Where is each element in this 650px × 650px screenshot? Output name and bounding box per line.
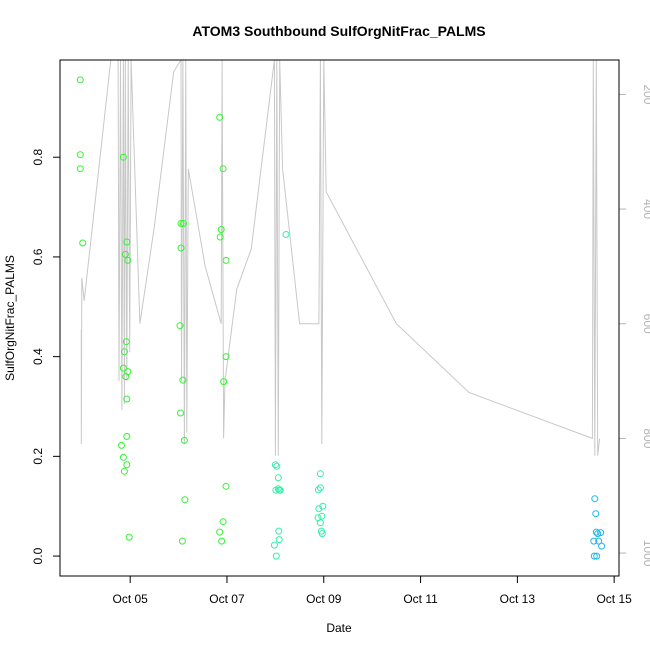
- x-tick-label: Oct 05: [112, 592, 148, 606]
- data-point: [592, 528, 600, 536]
- data-point: [121, 250, 129, 258]
- data-point: [274, 474, 282, 482]
- data-point: [76, 151, 84, 159]
- data-point: [76, 165, 84, 173]
- data-point: [120, 467, 128, 475]
- y-tick-label: 0.6: [31, 248, 45, 265]
- data-point: [220, 378, 228, 386]
- x-tick-label: Oct 15: [596, 592, 632, 606]
- data-point: [123, 461, 131, 469]
- y-tick-label: 0.2: [31, 448, 45, 465]
- data-point: [592, 510, 600, 518]
- data-point: [275, 536, 283, 544]
- data-point: [123, 395, 131, 403]
- data-point: [76, 76, 84, 84]
- data-point: [125, 533, 133, 541]
- data-point: [178, 537, 186, 545]
- data-point: [180, 436, 188, 444]
- x-tick-label: Oct 09: [306, 592, 342, 606]
- data-point: [216, 113, 224, 121]
- data-point: [119, 364, 127, 372]
- data-point: [219, 165, 227, 173]
- data-point: [270, 541, 278, 549]
- right-tick-label: 1000: [641, 540, 650, 567]
- y-axis-label: SulfOrgNitFrac_PALMS: [3, 255, 17, 381]
- x-tick-label: Oct 13: [500, 592, 536, 606]
- data-point: [79, 239, 87, 247]
- data-point: [316, 470, 324, 478]
- data-point: [177, 244, 185, 252]
- data-point: [179, 376, 187, 384]
- data-point: [590, 552, 598, 560]
- y-tick-label: 0.8: [31, 149, 45, 166]
- data-point: [274, 485, 282, 493]
- data-point: [276, 486, 284, 494]
- data-point: [316, 484, 324, 492]
- x-tick-label: Oct 07: [209, 592, 245, 606]
- data-point: [594, 530, 602, 538]
- y-axis-left: 0.0 0.2 0.4 0.6 0.8: [31, 149, 60, 564]
- data-point: [179, 220, 187, 227]
- x-axis: Oct 05 Oct 07 Oct 09 Oct 11 Oct 13 Oct 15: [112, 576, 632, 606]
- data-point: [177, 220, 185, 227]
- data-point: [118, 441, 125, 449]
- data-point: [318, 530, 326, 538]
- data-point: [222, 353, 230, 361]
- plot-frame: [59, 59, 620, 577]
- right-tick-label: 800: [641, 428, 650, 448]
- series-0: [76, 76, 230, 545]
- data-point: [222, 482, 230, 490]
- data-point: [273, 462, 281, 470]
- data-point: [177, 409, 184, 417]
- data-point: [597, 529, 605, 537]
- data-point: [282, 231, 290, 238]
- data-point: [275, 527, 283, 535]
- right-tick-label: 600: [641, 314, 650, 334]
- data-point: [217, 226, 225, 233]
- data-point: [316, 519, 324, 527]
- data-point: [222, 256, 230, 264]
- data-point: [119, 153, 127, 161]
- data-point: [318, 512, 326, 520]
- data-point: [123, 238, 131, 246]
- data-point: [122, 338, 130, 346]
- data-point: [181, 496, 189, 504]
- data-point: [219, 518, 227, 526]
- data-point: [598, 542, 606, 550]
- data-point: [176, 322, 184, 330]
- y-tick-label: 0.0: [31, 547, 45, 564]
- data-point: [216, 233, 224, 241]
- data-point: [124, 368, 132, 376]
- data-point: [591, 495, 599, 503]
- data-point: [123, 432, 131, 440]
- data-point: [314, 486, 322, 494]
- data-point: [124, 256, 132, 264]
- data-point: [593, 552, 601, 560]
- data-point: [590, 537, 598, 545]
- x-tick-label: Oct 11: [403, 592, 438, 606]
- data-point: [271, 461, 279, 469]
- data-point: [120, 348, 128, 356]
- series-2: [590, 495, 606, 560]
- data-point: [595, 537, 603, 545]
- right-tick-label: 400: [641, 199, 650, 219]
- pressure-trace-line: [80, 60, 601, 456]
- data-point: [119, 453, 127, 461]
- data-point: [272, 552, 280, 560]
- x-axis-label: Date: [326, 621, 352, 635]
- y-tick-label: 0.4: [31, 348, 45, 365]
- data-point: [218, 537, 226, 545]
- right-tick-label: 200: [641, 84, 650, 104]
- data-point: [216, 528, 224, 536]
- pressure-trace-layer: [80, 60, 601, 456]
- scatter-points-layer: [76, 76, 606, 560]
- series-1: [270, 231, 327, 560]
- data-point: [315, 505, 323, 513]
- chart-title: ATOM3 Southbound SulfOrgNitFrac_PALMS: [192, 23, 485, 39]
